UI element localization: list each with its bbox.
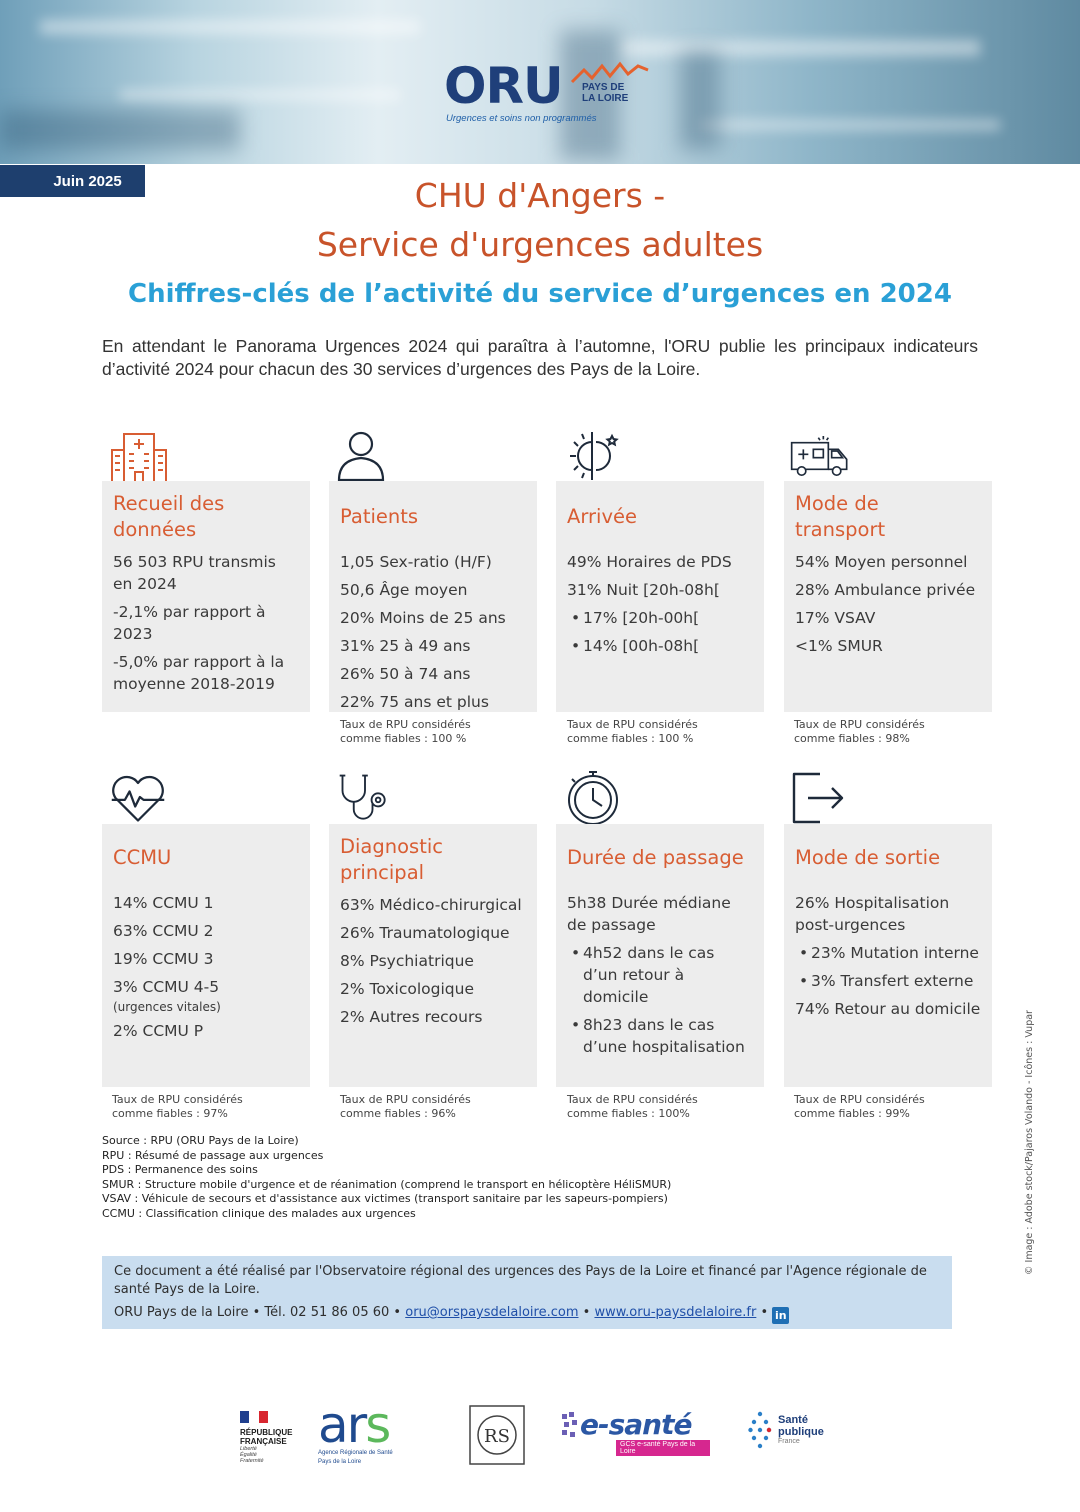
spf-dots-icon <box>748 1411 772 1449</box>
stat-line: 8% Psychiatrique <box>340 952 474 970</box>
stethoscope-icon <box>339 774 386 820</box>
stat-line: 56 503 RPU transmis en 2024 <box>113 553 276 593</box>
source-line: CCMU : Classification clinique des malad… <box>102 1206 416 1220</box>
ambulance-icon <box>790 436 848 476</box>
stat-subline: 14% [00h-08h[ <box>567 635 753 657</box>
card-sortie: Mode de sortie 26% Hospitalisation post-… <box>784 824 992 1087</box>
footer-text: Ce document a été réalisé par l'Observat… <box>114 1264 927 1297</box>
website-link[interactable]: www.oru-paysdelaloire.fr <box>594 1305 757 1320</box>
stat-line: 22% 75 ans et plus <box>340 693 489 711</box>
stat-line: 2% CCMU P <box>113 1022 204 1040</box>
stat-line: 74% Retour au domicile <box>795 1000 981 1018</box>
stat-subline: 8h23 dans le cas d’une hospitalisation <box>567 1014 753 1058</box>
card-title: CCMU <box>113 846 172 869</box>
stat-subline: 23% Mutation interne <box>795 942 981 964</box>
reliability-note: Taux de RPU considérés comme fiables : 96… <box>340 1093 471 1120</box>
card-title: Diagnostic principal <box>340 835 443 884</box>
reliability-note: Taux de RPU considérés comme fiables : 10… <box>567 1093 698 1120</box>
source-line: SMUR : Structure mobile d'urgence et de … <box>102 1177 672 1191</box>
page-title-line1: CHU d'Angers - <box>414 176 666 215</box>
stat-line: 1,05 Sex-ratio (H/F) <box>340 553 492 571</box>
stat-line: 20% Moins de 25 ans <box>340 609 506 627</box>
card-arrivee: Arrivée 49% Horaires de PDS 31% Nuit [20… <box>556 481 764 712</box>
source-line: PDS : Permanence des soins <box>102 1163 258 1177</box>
stat-subline: 3% Transfert externe <box>795 970 981 992</box>
sources-list: Source : RPU (ORU Pays de la Loire) RPU … <box>102 1134 802 1222</box>
heart-pulse-icon <box>111 775 165 822</box>
stat-line: 2% Autres recours <box>340 1008 483 1026</box>
footer-contact: ORU Pays de la Loire • Tél. 02 51 86 05 … <box>114 1304 940 1324</box>
stat-line: 63% Médico-chirurgical <box>340 896 522 914</box>
card-patients: Patients 1,05 Sex-ratio (H/F) 50,6 Âge m… <box>329 481 537 712</box>
source-line: RPU : Résumé de passage aux urgences <box>102 1148 324 1162</box>
stat-line: 26% Traumatologique <box>340 924 510 942</box>
hospital-icon <box>111 433 167 483</box>
stat-line: 49% Horaires de PDS <box>567 553 732 571</box>
date-tag: Juin 2025 <box>0 165 145 197</box>
image-credit: © Image : Adobe stock/Pajaros Volando - … <box>1024 1010 1035 1275</box>
card-recueil: Recueil des données 56 503 RPU transmis e… <box>102 481 310 712</box>
exit-icon <box>792 772 844 824</box>
logo-wave-icon <box>570 61 649 84</box>
card-title: Patients <box>340 505 419 528</box>
reliability-note: Taux de RPU considérés comme fiables : 98… <box>794 718 925 745</box>
email-link[interactable]: oru@orspaysdelaloire.com <box>405 1305 579 1320</box>
page-subtitle: Chiffres-clés de l’activité du service d… <box>128 279 952 309</box>
card-ccmu: CCMU 14% CCMU 1 63% CCMU 2 19% CCMU 3 3%… <box>102 824 310 1087</box>
stat-subline: 17% [20h-00h[ <box>567 607 753 629</box>
esante-dots-icon <box>562 1412 577 1437</box>
reliability-note: Taux de RPU considérés comme fiables : 10… <box>567 718 698 745</box>
day-night-icon <box>570 432 619 480</box>
header-banner: ORU PAYS DE LA LOIRE Urgences et soins n… <box>0 0 1080 164</box>
card-title: Arrivée <box>567 505 637 528</box>
card-transport: Mode de transport 54% Moyen personnel 28%… <box>784 481 992 712</box>
stat-line: <1% SMUR <box>795 637 883 655</box>
page-title-line2: Service d'urgences adultes <box>316 225 764 264</box>
reliability-note: Taux de RPU considérés comme fiables : 99… <box>794 1093 925 1120</box>
reseau-regional-logo: RS <box>466 1404 528 1466</box>
stat-line: 31% Nuit [20h-08h[ <box>567 581 720 599</box>
stat-line: 63% CCMU 2 <box>113 922 214 940</box>
stat-line: 2% Toxicologique <box>340 980 474 998</box>
stat-line: -2,1% par rapport à 2023 <box>113 603 266 643</box>
stat-line: 14% CCMU 1 <box>113 894 214 912</box>
stat-line: 28% Ambulance privée <box>795 581 976 599</box>
reliability-note: Taux de RPU considérés comme fiables : 97… <box>112 1093 243 1120</box>
svg-text:RS: RS <box>484 1426 510 1447</box>
stat-line: 17% VSAV <box>795 609 876 627</box>
stat-line: 26% 50 à 74 ans <box>340 665 471 683</box>
card-title: Mode de sortie <box>795 846 941 869</box>
stat-line: 19% CCMU 3 <box>113 950 214 968</box>
linkedin-icon[interactable]: in <box>772 1307 790 1324</box>
card-duree: Durée de passage 5h38 Durée médiane de p… <box>556 824 764 1087</box>
card-title: Recueil des données <box>113 492 225 541</box>
republique-francaise-logo: RÉPUBLIQUE FRANÇAISE Liberté Égalité Fra… <box>240 1410 300 1464</box>
stat-subline: 4h52 dans le cas d’un retour à domicile <box>567 942 753 1008</box>
stat-line: 26% Hospitalisation post-urgences <box>795 894 950 934</box>
person-icon <box>337 431 385 482</box>
card-diagnostic: Diagnostic principal 63% Médico-chirurgic… <box>329 824 537 1087</box>
stat-line: 50,6 Âge moyen <box>340 581 468 599</box>
stat-line: 54% Moyen personnel <box>795 553 968 571</box>
stat-line: -5,0% par rapport à la moyenne 2018-2019 <box>113 653 285 693</box>
french-flag-icon <box>240 1411 268 1423</box>
stat-line: 3% CCMU 4-5 <box>113 978 220 996</box>
intro-paragraph: En attendant le Panorama Urgences 2024 q… <box>102 336 978 379</box>
rrs-seal-icon: RS <box>469 1405 525 1465</box>
footer-info-box: Ce document a été réalisé par l'Observat… <box>102 1256 952 1329</box>
stat-line: 5h38 Durée médiane de passage <box>567 894 731 934</box>
source-line: VSAV : Véhicule de secours et d'assistan… <box>102 1192 668 1206</box>
stat-line: 31% 25 à 49 ans <box>340 637 471 655</box>
clock-icon <box>568 771 618 825</box>
source-line: Source : RPU (ORU Pays de la Loire) <box>102 1134 299 1147</box>
card-title: Mode de transport <box>795 492 886 541</box>
reliability-note: Taux de RPU considérés comme fiables : 10… <box>340 718 471 745</box>
card-title: Durée de passage <box>567 846 744 869</box>
oru-logo: ORU PAYS DE LA LOIRE Urgences et soins n… <box>440 58 650 128</box>
stat-note: (urgences vitales) <box>113 1000 221 1014</box>
ars-logo: ars Agence Régionale de Santé Pays de la… <box>318 1396 393 1465</box>
